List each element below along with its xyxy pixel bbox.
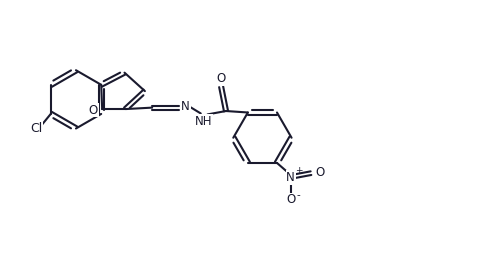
- Text: N: N: [181, 100, 190, 113]
- Text: Cl: Cl: [30, 122, 42, 135]
- Text: O: O: [286, 193, 295, 206]
- Text: O: O: [217, 72, 226, 86]
- Text: N: N: [286, 171, 295, 184]
- Text: NH: NH: [194, 115, 212, 128]
- Text: O: O: [89, 104, 98, 116]
- Text: -: -: [297, 190, 300, 200]
- Text: +: +: [295, 166, 302, 175]
- Text: O: O: [315, 166, 324, 179]
